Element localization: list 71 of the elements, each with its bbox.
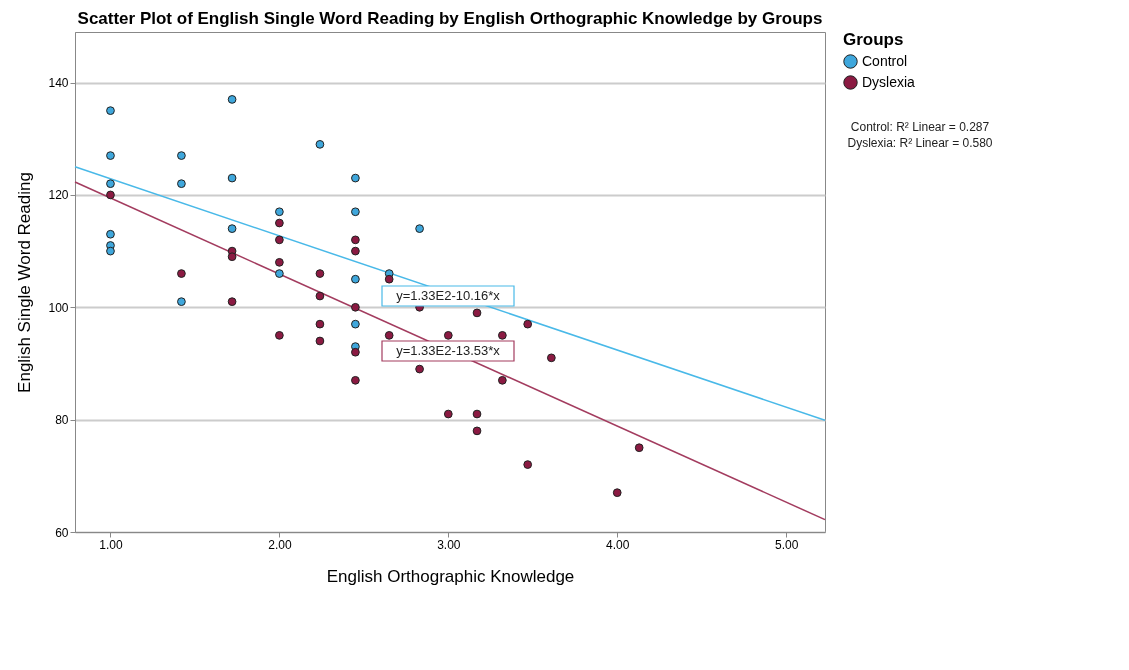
point — [443, 331, 453, 340]
point — [351, 375, 360, 385]
point — [472, 426, 482, 436]
point — [177, 269, 186, 278]
point — [106, 229, 115, 239]
x-tick-label: 4.00 — [606, 537, 630, 552]
point — [275, 235, 284, 245]
point — [472, 409, 482, 419]
point — [275, 218, 284, 228]
point — [315, 336, 325, 346]
chart-title: Scatter Plot of English Single Word Reading by English Orthographic Knowledge by Groups — [77, 9, 823, 28]
y-tick-label: 140 — [48, 76, 69, 91]
point — [227, 252, 237, 262]
point — [177, 151, 186, 160]
point — [351, 173, 360, 183]
point — [384, 331, 394, 340]
point — [275, 331, 284, 340]
point — [351, 246, 360, 256]
point — [315, 139, 325, 149]
point — [227, 224, 237, 233]
x-tick-label: 5.00 — [774, 537, 799, 552]
text: Control: R² Linear = 0.287 — [850, 120, 990, 134]
point — [106, 106, 115, 116]
point — [612, 488, 622, 498]
point — [497, 375, 507, 385]
legend-title: Groups — [843, 30, 904, 49]
y-tick-label: 120 — [48, 188, 69, 203]
point — [315, 291, 325, 301]
point — [546, 353, 556, 363]
point — [177, 297, 186, 307]
point — [106, 246, 115, 256]
point — [351, 274, 360, 284]
point — [177, 179, 186, 189]
legend-label: Control — [862, 52, 908, 69]
point — [497, 331, 507, 340]
point — [106, 190, 115, 200]
y-axis-title: English Single Word Reading — [15, 172, 35, 393]
point — [106, 151, 115, 160]
point — [351, 235, 360, 245]
point — [443, 409, 453, 419]
point — [315, 269, 325, 278]
point — [415, 224, 424, 233]
x-tick-label: 2.00 — [268, 537, 292, 552]
point — [415, 364, 424, 374]
point — [315, 319, 325, 329]
legend-label: Dyslexia — [862, 73, 916, 90]
y-tick-label: 100 — [48, 300, 69, 315]
point — [227, 297, 237, 307]
y-tick-label: 80 — [55, 413, 69, 428]
point — [634, 443, 644, 453]
point — [523, 460, 533, 469]
text: Dyslexia: R² Linear = 0.580 — [847, 136, 993, 150]
point — [351, 319, 360, 329]
point — [275, 207, 284, 217]
x-axis-title: English Orthographic Knowledge — [326, 566, 575, 586]
point — [472, 308, 482, 318]
point — [227, 173, 237, 183]
annotation: y=1.33E2-10.16*x — [396, 288, 501, 303]
point — [351, 207, 360, 217]
point — [351, 347, 360, 357]
x-tick-label: 3.00 — [437, 537, 461, 552]
point — [275, 257, 284, 267]
point — [106, 179, 115, 189]
point — [275, 269, 284, 278]
annotation: y=1.33E2-13.53*x — [396, 343, 501, 358]
x-tick-label: 1.00 — [99, 537, 123, 552]
point — [227, 95, 237, 104]
point — [351, 302, 360, 312]
y-tick-label: 60 — [55, 525, 69, 540]
point — [384, 274, 394, 284]
point — [523, 319, 533, 329]
